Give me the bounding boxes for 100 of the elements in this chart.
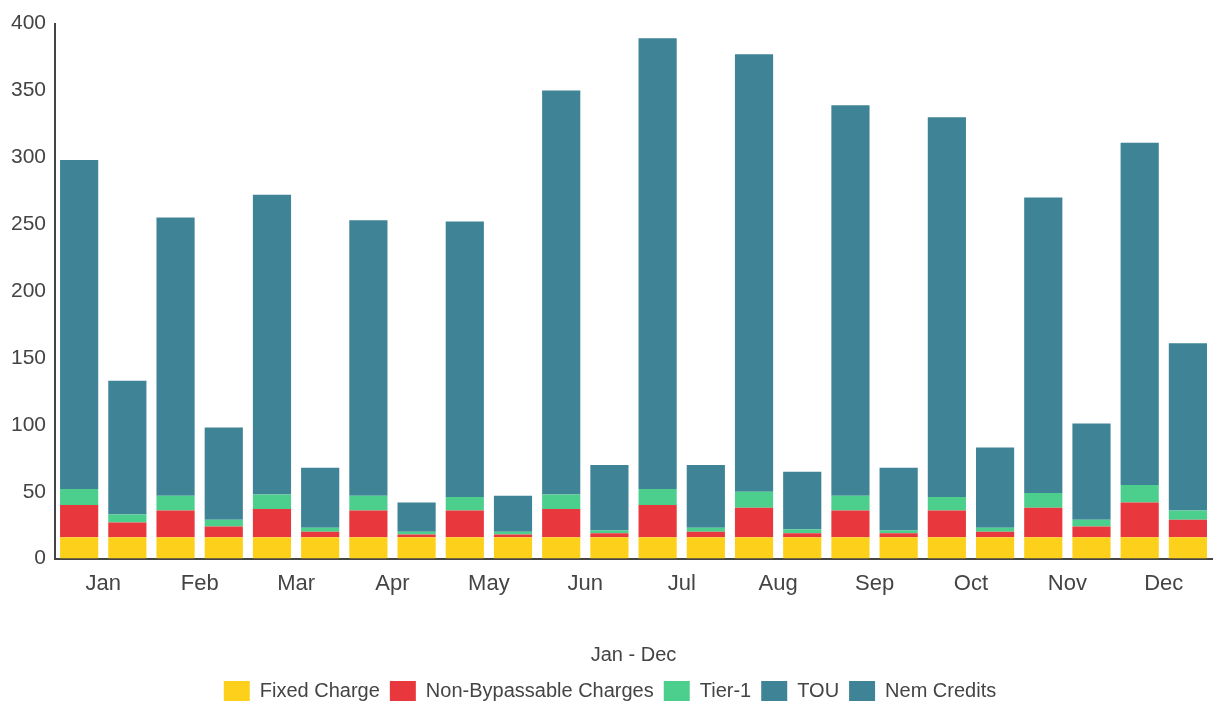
bar [156,217,195,496]
bar [879,467,918,531]
bar [975,447,1015,528]
bar [1024,197,1063,494]
bar [975,527,1015,532]
legend-label: Non-Bypassable Charges [425,678,654,701]
x-tick-label: Jan [85,569,121,595]
bar [1120,485,1159,503]
bar [252,494,292,510]
legend-label: Nem Credits [885,678,997,701]
bar [60,505,99,538]
bar [927,497,966,511]
bar [686,464,725,528]
bar [734,491,774,508]
y-tick-label: 250 [10,211,47,235]
x-axis-title: Jan - Dec [590,642,677,665]
bar [1072,537,1111,559]
bar [1120,142,1159,486]
x-tick-label: Dec [1144,569,1184,595]
bar [638,489,677,506]
bar [1168,343,1207,511]
bar [1168,510,1207,520]
bar [686,537,725,559]
bar [204,427,243,520]
bar [542,90,581,495]
bar [542,494,581,510]
bar [1072,519,1111,527]
bar [831,495,870,511]
x-tick-label: May [468,569,510,595]
bar [686,527,725,532]
bar [1024,537,1063,559]
bar [204,519,243,527]
bar [108,537,147,559]
y-tick-label: 100 [10,411,47,435]
bar [301,531,340,538]
bar [349,537,388,559]
y-tick-label: 300 [10,144,47,168]
x-tick-label: Jul [667,569,696,595]
legend-label: Fixed Charge [259,678,380,701]
bar [783,537,822,559]
bar [108,514,147,523]
bar [60,489,99,506]
bar [879,537,918,559]
bar [156,495,195,511]
bar [445,497,484,511]
bar [252,194,292,495]
bar [927,117,966,498]
x-tick-label: Jun [567,569,604,595]
legend-label: Tier-1 [699,678,752,701]
bar [734,537,774,559]
bar [108,522,147,538]
bar [1072,526,1111,538]
x-tick-label: Nov [1047,569,1087,595]
bar [397,502,436,532]
bar [927,510,966,538]
bar [542,509,581,538]
bar [590,537,629,559]
bar [879,533,918,538]
y-tick-label: 400 [10,10,47,34]
x-tick-label: Mar [277,569,316,595]
bar [783,529,822,534]
bar [156,510,195,538]
x-tick-label: Feb [180,569,219,595]
bar [108,380,147,515]
x-tick-label: Oct [953,569,989,595]
bar [1168,519,1207,538]
bar [1072,423,1111,520]
bar [252,509,292,538]
bar [686,531,725,538]
legend-label: TOU [797,678,840,701]
bar [590,464,629,531]
bar [1120,502,1159,538]
bar [638,537,677,559]
bar [590,533,629,538]
bar [831,537,870,559]
bar [1168,537,1207,559]
bar [783,533,822,538]
bar [60,160,99,490]
bar [493,537,533,559]
bar [734,54,774,492]
bar [831,105,870,496]
bar [301,537,340,559]
y-tick-label: 150 [10,344,47,368]
bar [638,38,677,490]
bar [60,537,99,559]
bar [349,510,388,538]
y-tick-label: 0 [34,545,47,569]
bar [927,537,966,559]
bar [831,510,870,538]
x-tick-label: Sep [854,569,895,595]
bar [204,526,243,538]
bar [734,507,774,538]
bar [1024,507,1063,538]
bar [156,537,195,559]
y-tick-label: 50 [22,478,47,502]
bar [301,527,340,532]
bar [1120,537,1159,559]
bar [301,467,340,528]
bar [975,531,1015,538]
bar [252,537,292,559]
